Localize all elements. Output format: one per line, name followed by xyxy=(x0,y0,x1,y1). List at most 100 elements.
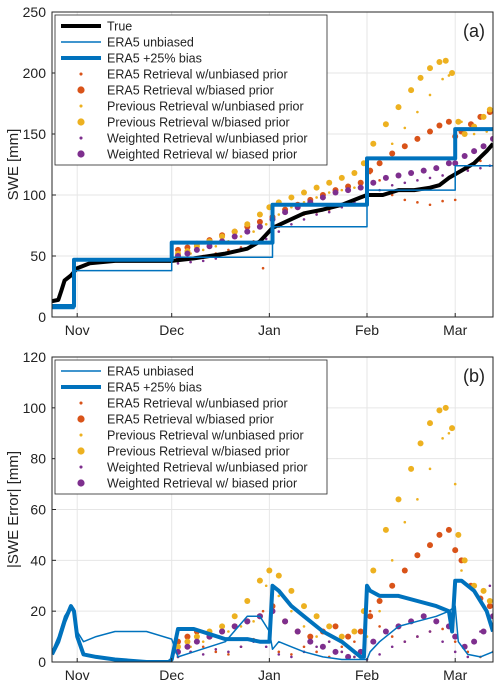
data-point xyxy=(214,244,218,248)
axes-frame xyxy=(51,11,494,318)
x-tick-label: Jan xyxy=(258,322,281,338)
legend-label: Previous Retrieval w/biased prior xyxy=(107,445,290,459)
series-weighted-retrieval-w-unbiased-prior xyxy=(176,584,492,661)
data-point xyxy=(447,74,451,77)
data-point xyxy=(428,93,432,97)
data-point xyxy=(442,57,449,64)
series-era5-25-bias xyxy=(52,127,493,308)
data-point xyxy=(264,222,268,226)
data-point xyxy=(332,623,339,630)
data-point xyxy=(275,572,282,579)
legend-label: ERA5 unbiased xyxy=(107,36,194,50)
data-point xyxy=(453,640,457,643)
data-point xyxy=(239,235,243,238)
data-point xyxy=(455,118,462,125)
data-point xyxy=(261,266,265,270)
data-point xyxy=(326,179,333,186)
data-point xyxy=(428,176,432,180)
legend-label: ERA5 Retrieval w/biased prior xyxy=(107,84,274,98)
legend-label: Previous Retrieval w/biased prior xyxy=(107,116,290,130)
data-point xyxy=(290,653,293,656)
data-point xyxy=(427,128,433,135)
data-point xyxy=(264,584,268,588)
legend-marker-era5-retrieval-w-unbiased-prior xyxy=(79,401,83,405)
legend-marker-era5-retrieval-w-biased-prior xyxy=(77,415,85,423)
data-point xyxy=(288,194,295,201)
data-point xyxy=(288,587,295,594)
data-point xyxy=(282,209,289,216)
data-point xyxy=(436,407,443,414)
data-point xyxy=(256,577,263,584)
data-point xyxy=(447,431,451,435)
data-point xyxy=(239,645,243,649)
data-point xyxy=(417,440,424,447)
data-point xyxy=(282,618,289,625)
data-point xyxy=(414,552,421,559)
data-point xyxy=(427,65,433,72)
data-point xyxy=(389,582,396,589)
data-point xyxy=(390,559,394,562)
data-point xyxy=(353,655,356,659)
data-point xyxy=(345,187,352,194)
legend-marker-weighted-retrieval-w-unbiased-prior xyxy=(79,465,83,469)
data-point xyxy=(340,188,344,192)
data-point xyxy=(378,653,381,656)
data-point xyxy=(367,613,374,620)
x-tick-label: Feb xyxy=(355,667,379,683)
data-point xyxy=(452,160,459,167)
legend-label: Previous Retrieval w/unbiased prior xyxy=(107,429,304,443)
legend: True ERA5 unbiased ERA5 +25% bias ERA5 Retr… xyxy=(54,14,328,166)
y-tick-label: 0 xyxy=(38,309,46,325)
data-point xyxy=(290,222,293,226)
data-point xyxy=(395,496,402,503)
x-tick-label: Dec xyxy=(159,667,184,683)
data-point xyxy=(332,648,339,655)
data-point xyxy=(176,262,180,265)
data-point xyxy=(420,613,427,620)
data-point xyxy=(193,633,200,640)
data-point xyxy=(332,189,339,196)
legend-marker-previous-retrieval-w-biased-prior xyxy=(77,447,85,455)
data-point xyxy=(301,189,307,196)
legend-label: Weighted Retrieval w/ biased prior xyxy=(107,148,297,162)
data-point xyxy=(239,625,243,628)
data-point xyxy=(256,223,263,230)
data-point xyxy=(428,203,432,207)
data-point xyxy=(345,653,352,660)
data-point xyxy=(315,645,318,649)
data-point xyxy=(436,59,443,66)
data-point xyxy=(455,531,462,538)
data-point xyxy=(436,531,443,538)
legend-marker-weighted-retrieval-w-biased-prior xyxy=(77,150,85,158)
data-point xyxy=(219,233,226,240)
data-point xyxy=(378,625,381,628)
data-point xyxy=(395,104,402,111)
data-point xyxy=(266,567,273,574)
data-point xyxy=(428,630,432,633)
y-tick-label: 60 xyxy=(30,502,46,518)
data-point xyxy=(184,250,191,257)
legend-label: Weighted Retrieval w/unbiased prior xyxy=(107,132,308,146)
data-point xyxy=(416,110,419,114)
data-point xyxy=(315,213,318,216)
panel-label: (b) xyxy=(463,366,485,386)
data-point xyxy=(231,623,238,630)
data-point xyxy=(490,135,493,142)
y-axis-label: SWE [mm] xyxy=(5,129,22,201)
data-point xyxy=(231,613,238,620)
data-point xyxy=(471,148,478,155)
data-point xyxy=(449,70,456,76)
data-point xyxy=(441,199,444,203)
data-point xyxy=(231,228,238,235)
data-point xyxy=(445,160,452,167)
data-point xyxy=(340,650,344,654)
data-point xyxy=(327,191,331,194)
legend: ERA5 unbiased ERA5 +25% bias ERA5 Retrieva… xyxy=(54,359,328,495)
data-point xyxy=(231,233,238,240)
data-point xyxy=(427,542,433,549)
data-point xyxy=(351,628,358,635)
data-point xyxy=(340,645,344,649)
legend-label: ERA5 +25% bias xyxy=(107,52,202,66)
data-point xyxy=(261,609,265,613)
data-point xyxy=(460,569,463,572)
